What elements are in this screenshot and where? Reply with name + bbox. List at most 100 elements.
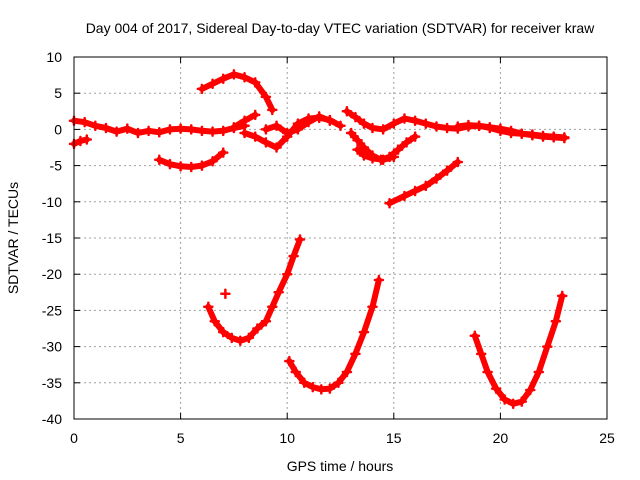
data-point: [209, 316, 220, 327]
data-point: [196, 160, 208, 171]
y-tick-label: -20: [42, 266, 62, 282]
x-tick-label: 0: [70, 430, 78, 446]
data-point: [484, 121, 495, 133]
data-point: [281, 268, 293, 280]
data-point: [367, 301, 378, 313]
series-u-6h: [203, 234, 306, 347]
data-point: [409, 115, 421, 126]
data-point: [292, 124, 304, 135]
y-axis-label: SDTVAR / TECUs: [5, 182, 21, 294]
y-tick-label: 5: [54, 85, 62, 101]
data-point: [267, 301, 278, 313]
data-point: [358, 142, 370, 153]
x-tick-label: 25: [599, 430, 615, 446]
data-point: [196, 125, 208, 137]
data-point: [281, 127, 293, 139]
series-rise-15h: [384, 156, 464, 209]
plot-area: [68, 69, 570, 410]
data-point: [252, 323, 263, 334]
data-point: [316, 384, 327, 395]
series-baseline-early: [68, 115, 250, 139]
data-point: [475, 348, 487, 360]
data-point: [392, 144, 404, 155]
series-u-10h: [284, 274, 385, 395]
data-point: [203, 301, 214, 313]
data-point: [271, 142, 282, 153]
series-late-mid: [352, 144, 400, 166]
data-point: [367, 122, 378, 134]
series-line: [286, 277, 382, 393]
data-point: [431, 121, 442, 132]
series-mid-wave: [260, 111, 336, 139]
data-point: [333, 377, 344, 389]
data-point: [313, 111, 325, 122]
data-point: [431, 173, 442, 184]
data-point: [537, 131, 549, 142]
data-point: [271, 120, 282, 132]
data-point: [350, 348, 361, 360]
data-point: [469, 330, 481, 341]
data-point: [345, 127, 357, 139]
x-tick-label: 20: [493, 430, 509, 446]
y-tick-label: -5: [50, 158, 63, 174]
data-point: [260, 124, 272, 135]
data-point: [377, 124, 389, 135]
data-point: [388, 151, 400, 163]
data-point: [186, 161, 197, 173]
data-point: [499, 394, 510, 405]
data-point: [81, 134, 93, 145]
data-point: [235, 335, 246, 347]
data-point: [164, 158, 176, 170]
series-dip-near-5h: [154, 147, 229, 173]
data-point: [196, 83, 208, 95]
data-point: [367, 153, 378, 164]
data-point: [75, 135, 86, 147]
data-point: [324, 115, 336, 126]
x-axis-label: GPS time / hours: [287, 458, 394, 474]
data-point: [548, 132, 559, 143]
data-point: [243, 332, 255, 344]
data-point: [217, 326, 229, 338]
data-point: [132, 127, 144, 139]
data-point: [324, 383, 336, 394]
x-tick-label: 5: [177, 430, 185, 446]
data-point: [100, 122, 112, 134]
data-point: [441, 122, 453, 134]
series-outlier-7h: [220, 288, 231, 299]
data-point: [559, 132, 570, 144]
data-point: [420, 180, 432, 192]
data-point: [217, 147, 229, 158]
data-point: [217, 125, 229, 137]
data-point: [350, 111, 361, 123]
data-point: [143, 125, 154, 137]
data-point: [358, 150, 370, 161]
series-small-bump-8h: [228, 109, 261, 133]
data-point: [527, 129, 538, 141]
data-point: [122, 123, 133, 134]
data-point: [164, 124, 176, 135]
data-point: [175, 161, 186, 172]
data-point: [239, 115, 250, 126]
data-point: [228, 121, 240, 133]
data-point: [482, 366, 493, 378]
x-tick-label: 10: [279, 430, 295, 446]
data-point: [452, 121, 464, 132]
data-point: [303, 116, 314, 128]
data-point: [341, 366, 353, 378]
data-point: [384, 197, 395, 209]
data-point: [207, 156, 218, 167]
data-point: [111, 126, 122, 137]
data-point: [516, 128, 527, 139]
data-point: [267, 104, 278, 116]
data-point: [358, 118, 370, 129]
y-tick-label: 0: [54, 121, 62, 137]
plot-frame: [73, 56, 608, 420]
data-point: [533, 366, 545, 378]
data-point: [358, 326, 370, 338]
series-hump-near-7h: [196, 69, 278, 116]
data-point: [226, 332, 238, 344]
data-point: [550, 316, 562, 327]
series-late-baseline: [452, 119, 570, 144]
